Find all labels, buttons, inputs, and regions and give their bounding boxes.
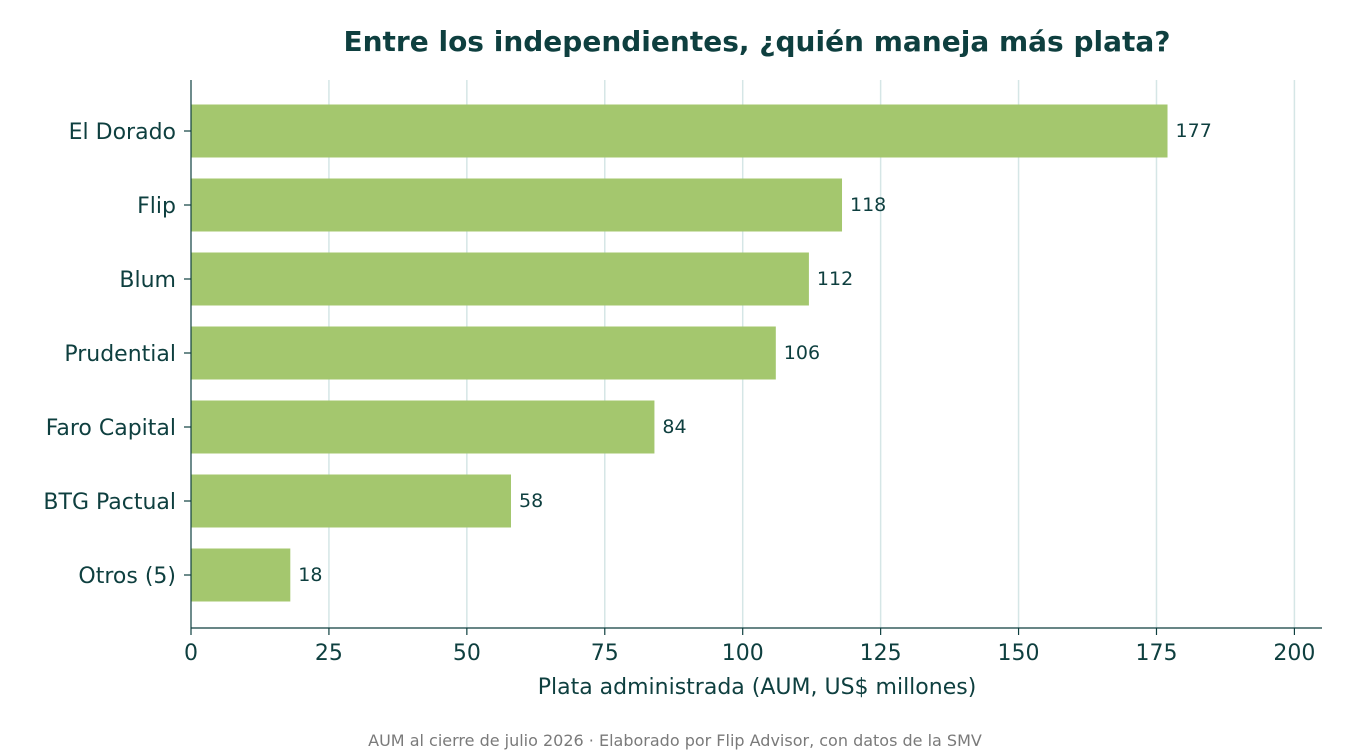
x-tick-label: 0 (184, 641, 198, 666)
bars (191, 104, 1168, 602)
category-label: El Dorado (69, 120, 176, 145)
bar-5 (191, 474, 511, 528)
value-label: 106 (784, 342, 820, 364)
footnote: AUM al cierre de julio 2026 · Elaborado … (368, 731, 982, 750)
category-label: Flip (137, 194, 176, 219)
labels: 0 25 50 75 100 125 150 175 200 El Dorado 177 Flip 11… (43, 120, 1315, 666)
bar-4 (191, 400, 655, 454)
value-label: 118 (850, 194, 886, 216)
category-label: Faro Capital (46, 416, 176, 441)
category-label: Blum (119, 268, 176, 293)
category-label: Otros (5) (78, 564, 176, 589)
bar-6 (191, 548, 291, 602)
x-tick-label: 175 (1135, 641, 1177, 666)
value-label: 58 (519, 490, 543, 512)
axes (184, 80, 1322, 635)
value-label: 112 (817, 268, 853, 290)
chart-title: Entre los independientes, ¿quién maneja … (343, 25, 1170, 58)
x-tick-label: 25 (315, 641, 343, 666)
bar-0 (191, 104, 1168, 158)
x-tick-label: 150 (998, 641, 1040, 666)
bar-3 (191, 326, 776, 380)
x-tick-label: 200 (1273, 641, 1315, 666)
category-label: BTG Pactual (43, 490, 176, 515)
x-tick-label: 100 (722, 641, 764, 666)
x-tick-label: 75 (591, 641, 619, 666)
x-tick-label: 50 (453, 641, 481, 666)
x-axis-title: Plata administrada (AUM, US$ millones) (538, 675, 977, 700)
category-label: Prudential (64, 342, 176, 367)
value-label: 177 (1176, 120, 1212, 142)
x-tick-label: 125 (860, 641, 902, 666)
bar-2 (191, 252, 809, 306)
value-label: 84 (662, 416, 686, 438)
value-label: 18 (298, 564, 322, 586)
bar-1 (191, 178, 843, 232)
